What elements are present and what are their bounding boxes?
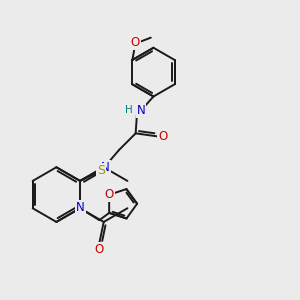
Text: H: H: [125, 106, 133, 116]
Text: O: O: [95, 243, 104, 256]
Text: O: O: [104, 188, 114, 201]
Text: S: S: [98, 164, 106, 177]
Text: N: N: [136, 104, 146, 117]
Text: N: N: [101, 161, 110, 174]
Text: N: N: [76, 201, 85, 214]
Text: O: O: [131, 36, 140, 49]
Text: O: O: [158, 130, 168, 143]
